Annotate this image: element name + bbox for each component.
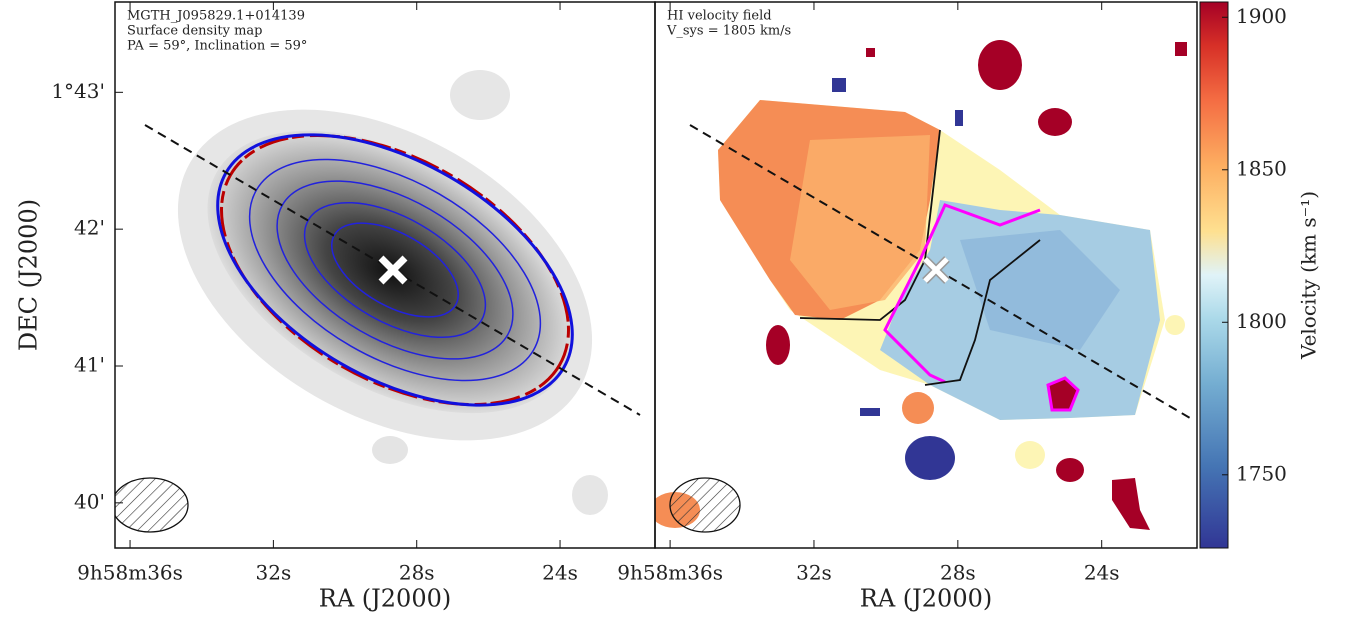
x-tick-label: 28s [940, 561, 976, 585]
annotation: MGTH_J095829.1+014139 [127, 9, 305, 24]
x-axis-label: RA (J2000) [319, 585, 451, 613]
colorbar-tick-label: 1900 [1236, 4, 1287, 28]
density-map [115, 70, 641, 533]
y-tick-label: 42' [74, 216, 105, 240]
annotation: HI velocity field [667, 9, 772, 24]
y-axis-label: DEC (J2000) [15, 199, 43, 351]
x-tick-label: 9h58m36s [77, 561, 183, 585]
x-tick-label: 9h58m36s [617, 561, 723, 585]
colorbar-tick-label: 1850 [1236, 156, 1287, 180]
x-tick-label: 24s [542, 561, 578, 585]
x-tick-label: 28s [399, 561, 435, 585]
right-frame [654, 1, 1198, 549]
colorbar-tick-label: 1750 [1236, 461, 1287, 485]
y-tick-label: 1°43' [51, 79, 105, 103]
colorbar-label: Velocity (km s⁻¹) [1297, 191, 1321, 360]
velocity-map [655, 40, 1191, 533]
y-tick-label: 40' [74, 489, 105, 513]
colorbar-tick-label: 1800 [1236, 309, 1287, 333]
y-tick-label: 41' [74, 353, 105, 377]
x-tick-label: 24s [1084, 561, 1120, 585]
annotation: Surface density map [127, 24, 262, 39]
x-tick-label: 32s [796, 561, 832, 585]
colorbar [1199, 1, 1229, 549]
annotation: PA = 59°, Inclination = 59° [127, 39, 307, 54]
x-tick-label: 32s [256, 561, 292, 585]
annotation: V_sys = 1805 km/s [666, 24, 791, 39]
x-axis-label: RA (J2000) [860, 585, 992, 613]
